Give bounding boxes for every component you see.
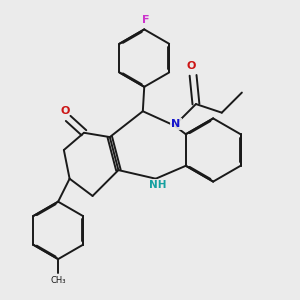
Text: O: O (187, 61, 196, 71)
Text: O: O (61, 106, 70, 116)
Text: NH: NH (149, 180, 167, 190)
Text: F: F (142, 15, 149, 25)
Text: N: N (171, 119, 181, 129)
Text: CH₃: CH₃ (50, 276, 66, 285)
